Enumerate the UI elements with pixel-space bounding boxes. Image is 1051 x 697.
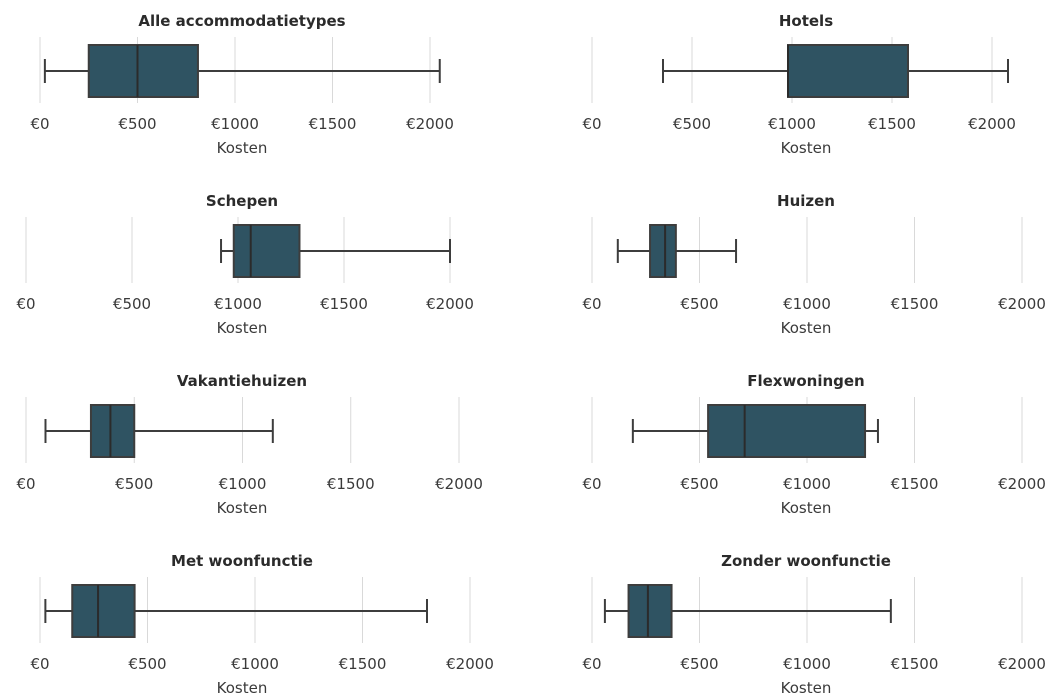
- x-tick-label: €500: [115, 475, 153, 493]
- x-tick-label: €500: [680, 655, 718, 673]
- x-axis-label: Kosten: [217, 679, 268, 697]
- panel-hotels: Hotels Kosten €0 €500 €1000 €1500 €2000: [582, 12, 1015, 157]
- x-tick-label: €1500: [320, 295, 368, 313]
- x-tick-label: €2000: [998, 655, 1046, 673]
- x-tick-label: €500: [680, 475, 718, 493]
- x-tick-label: €500: [673, 115, 711, 133]
- x-tick-label: €500: [113, 295, 151, 313]
- panel-title: Vakantiehuizen: [177, 372, 307, 390]
- iqr-box: [71, 584, 136, 638]
- panel-title: Flexwoningen: [747, 372, 865, 390]
- panel-vakantiehuizen: Vakantiehuizen Kosten €0 €500 €1000 €1500 €2…: [16, 372, 482, 517]
- x-tick-label: €1000: [231, 655, 279, 673]
- x-tick-label: €1000: [783, 655, 831, 673]
- panel-zonder-woonfunctie: Zonder woonfunctie Kosten €0 €500 €1000 €15…: [582, 552, 1045, 697]
- x-tick-label: €1000: [783, 295, 831, 313]
- x-tick-label: €0: [16, 295, 35, 313]
- x-tick-label: €0: [30, 655, 49, 673]
- panel-title: Met woonfunctie: [171, 552, 313, 570]
- panel-met-woonfunctie: Met woonfunctie Kosten €0 €500 €1000 €1500 €…: [30, 552, 493, 697]
- x-tick-label: €1500: [327, 475, 375, 493]
- iqr-box: [649, 224, 677, 278]
- x-tick-label: €1500: [891, 295, 939, 313]
- x-tick-label: €0: [582, 655, 601, 673]
- x-tick-label: €1000: [219, 475, 267, 493]
- panel-schepen: Schepen Kosten €0 €500 €1000 €1500 €2000: [16, 192, 473, 337]
- x-tick-label: €0: [16, 475, 35, 493]
- x-tick-label: €1000: [211, 115, 259, 133]
- x-tick-label: €1000: [783, 475, 831, 493]
- panel-title: Zonder woonfunctie: [721, 552, 891, 570]
- x-tick-label: €2000: [435, 475, 483, 493]
- x-tick-label: €1000: [214, 295, 262, 313]
- x-tick-label: €500: [680, 295, 718, 313]
- iqr-box: [627, 584, 673, 638]
- x-tick-label: €500: [128, 655, 166, 673]
- panel-title: Hotels: [779, 12, 833, 30]
- iqr-box: [787, 44, 909, 98]
- x-tick-label: €2000: [446, 655, 494, 673]
- x-axis-label: Kosten: [781, 319, 832, 337]
- panel-title: Alle accommodatietypes: [138, 12, 345, 30]
- x-tick-label: €0: [30, 115, 49, 133]
- iqr-box: [89, 404, 136, 458]
- x-tick-label: €1500: [891, 475, 939, 493]
- x-tick-label: €1000: [768, 115, 816, 133]
- x-tick-label: €1500: [891, 655, 939, 673]
- panel-flexwoningen: Flexwoningen Kosten €0 €500 €1000 €1500 €200…: [582, 372, 1045, 517]
- x-axis-label: Kosten: [217, 499, 268, 517]
- x-axis-label: Kosten: [217, 139, 268, 157]
- iqr-box: [87, 44, 199, 98]
- x-axis-label: Kosten: [217, 319, 268, 337]
- x-tick-label: €1500: [309, 115, 357, 133]
- x-tick-label: €0: [582, 475, 601, 493]
- x-tick-label: €2000: [406, 115, 454, 133]
- x-tick-label: €1500: [339, 655, 387, 673]
- panel-title: Huizen: [777, 192, 835, 210]
- iqr-box: [232, 224, 301, 278]
- panel-alle-accommodatietypes: Alle accommodatietypes Kosten €0 €500 €100…: [30, 12, 453, 157]
- x-tick-label: €2000: [968, 115, 1016, 133]
- panel-title: Schepen: [206, 192, 278, 210]
- x-tick-label: €0: [582, 115, 601, 133]
- iqr-box: [707, 404, 867, 458]
- x-axis-label: Kosten: [781, 679, 832, 697]
- x-axis-label: Kosten: [781, 139, 832, 157]
- x-tick-label: €2000: [998, 295, 1046, 313]
- x-tick-label: €2000: [426, 295, 474, 313]
- x-tick-label: €500: [118, 115, 156, 133]
- x-tick-label: €0: [582, 295, 601, 313]
- panel-huizen: Huizen Kosten €0 €500 €1000 €1500 €2000: [582, 192, 1045, 337]
- x-tick-label: €2000: [998, 475, 1046, 493]
- x-axis-label: Kosten: [781, 499, 832, 517]
- x-tick-label: €1500: [868, 115, 916, 133]
